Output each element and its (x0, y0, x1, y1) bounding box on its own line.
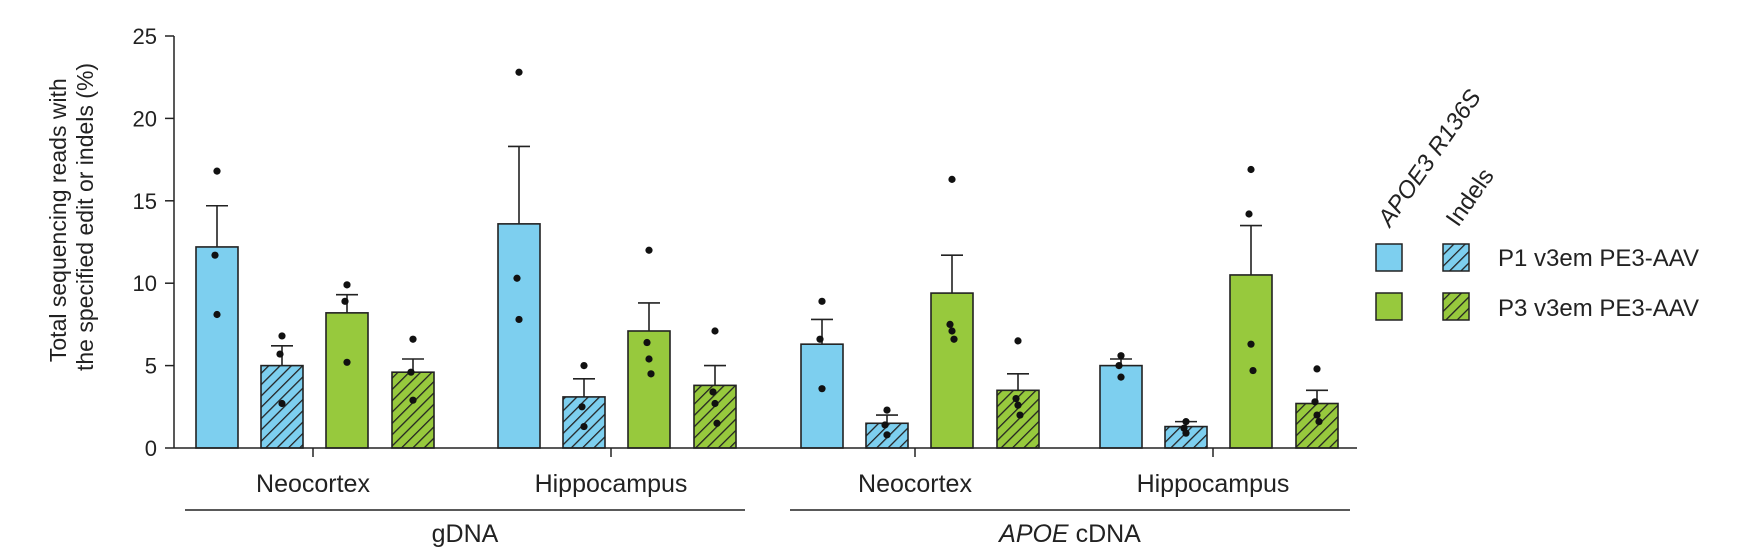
legend-swatch-p1-edit (1375, 243, 1403, 272)
p3-indels-data-point (1313, 411, 1321, 419)
p1-edit-data-point (515, 315, 523, 324)
legend: APOE3 R136S Indels P1 v3em PE3-AAV P3 v3… (1372, 85, 1699, 322)
legend-swatch-p1-indels (1442, 243, 1470, 272)
p1-indels-data-point (580, 362, 588, 370)
p3-indels-data-point (407, 368, 415, 376)
p1-edit-data-point (818, 385, 826, 393)
legend-header-indels: Indels (1441, 163, 1500, 231)
p3-edit-data-point (1249, 366, 1257, 375)
y-axis: 0 5 10 15 20 25 (133, 24, 175, 461)
p3-edit-data-point (948, 175, 956, 183)
p1-edit-data-point (1117, 352, 1125, 360)
p3-edit-data-point (643, 338, 651, 347)
p3-edit-data-point (948, 327, 956, 335)
p1-indels-data-point (881, 421, 889, 429)
p3-indels-data-point (1014, 401, 1022, 409)
legend-swatch-p3-indels (1442, 292, 1470, 321)
p1-indels-data-point (278, 399, 286, 408)
p3-edit-data-point (647, 370, 655, 378)
p3-indels-bar (693, 384, 737, 449)
p3-edit-bar (1229, 274, 1273, 449)
p1-edit-data-point (1115, 362, 1123, 370)
y-tick-label: 10 (133, 271, 157, 296)
y-tick-label: 20 (133, 106, 157, 131)
source-label-gdna-text: gDNA (432, 520, 499, 548)
p1-edit-data-point (1117, 373, 1125, 381)
y-axis-title: Total sequencing reads with the specifie… (45, 63, 98, 371)
p3-edit-bar (627, 330, 671, 449)
p1-edit-data-point (816, 335, 824, 343)
p3-indels-bar (391, 371, 435, 449)
p3-indels-data-point (709, 388, 717, 396)
p1-edit-bar (497, 223, 541, 449)
p3-edit-bar (930, 292, 974, 449)
p1-edit-data-point (818, 297, 826, 305)
p3-indels-data-point (711, 327, 719, 335)
p1-indels-data-point (580, 422, 588, 431)
p3-edit-data-point (1245, 210, 1253, 218)
legend-label-p3: P3 v3em PE3-AAV (1498, 295, 1699, 322)
p1-edit-data-point (211, 251, 219, 259)
legend-label-p1: P1 v3em PE3-AAV (1498, 245, 1699, 272)
source-label-cdna: APOE cDNA (997, 520, 1141, 548)
tissue-label-gdna-neocortex: Neocortex (256, 470, 370, 498)
p3-edit-data-point (946, 320, 954, 328)
p1-edit-data-point (515, 68, 523, 76)
p1-edit-data-point (513, 274, 521, 282)
p1-indels-data-point (1182, 429, 1190, 437)
legend-swatch-p3-edit (1375, 292, 1403, 321)
y-tick-label: 5 (145, 354, 157, 379)
p3-indels-data-point (1311, 398, 1319, 406)
p3-edit-data-point (645, 355, 653, 363)
bars-layer (195, 68, 1339, 449)
y-tick-label: 25 (133, 24, 157, 49)
tissue-label-gdna-hippocampus: Hippocampus (535, 470, 688, 498)
p3-indels-data-point (711, 399, 719, 408)
p1-indels-data-point (276, 350, 284, 358)
p3-edit-data-point (1247, 165, 1255, 174)
p3-indels-data-point (409, 396, 417, 404)
p1-edit-data-point (213, 167, 221, 175)
y-axis-title-line1: Total sequencing reads with (45, 78, 71, 362)
p1-edit-bar (800, 343, 844, 449)
p3-indels-data-point (1012, 394, 1020, 403)
p3-indels-data-point (1014, 337, 1022, 345)
y-axis-title-line2: the specified edit or indels (%) (72, 63, 98, 371)
p1-indels-data-point (1182, 418, 1190, 426)
y-tick-label: 15 (133, 189, 157, 214)
p1-indels-data-point (883, 431, 891, 439)
p3-edit-data-point (341, 297, 349, 305)
tissue-label-cdna-hippocampus: Hippocampus (1137, 470, 1290, 498)
p1-indels-data-point (578, 403, 586, 411)
p3-indels-data-point (1315, 418, 1323, 426)
p1-indels-data-point (278, 332, 286, 340)
p1-indels-data-point (883, 406, 891, 414)
source-label-cdna-text: cDNA (1069, 520, 1142, 548)
source-label-gdna: gDNA (432, 520, 499, 548)
p1-edit-data-point (213, 310, 221, 319)
y-tick-label: 0 (145, 436, 157, 461)
p1-edit-bar (195, 246, 239, 449)
p3-edit-data-point (1247, 340, 1255, 348)
p3-indels-bar (1295, 402, 1339, 449)
tissue-label-cdna-neocortex: Neocortex (858, 470, 972, 498)
p3-edit-data-point (645, 246, 653, 254)
x-axis (174, 447, 1357, 457)
p3-edit-data-point (343, 358, 351, 366)
p3-indels-data-point (713, 419, 721, 427)
source-label-cdna-italic: APOE (997, 520, 1069, 548)
p3-edit-data-point (343, 281, 351, 289)
p3-indels-data-point (1313, 365, 1321, 373)
p3-indels-data-point (1016, 411, 1024, 419)
p3-indels-data-point (409, 335, 417, 343)
p3-edit-data-point (950, 335, 958, 343)
p3-edit-bar (325, 312, 369, 449)
